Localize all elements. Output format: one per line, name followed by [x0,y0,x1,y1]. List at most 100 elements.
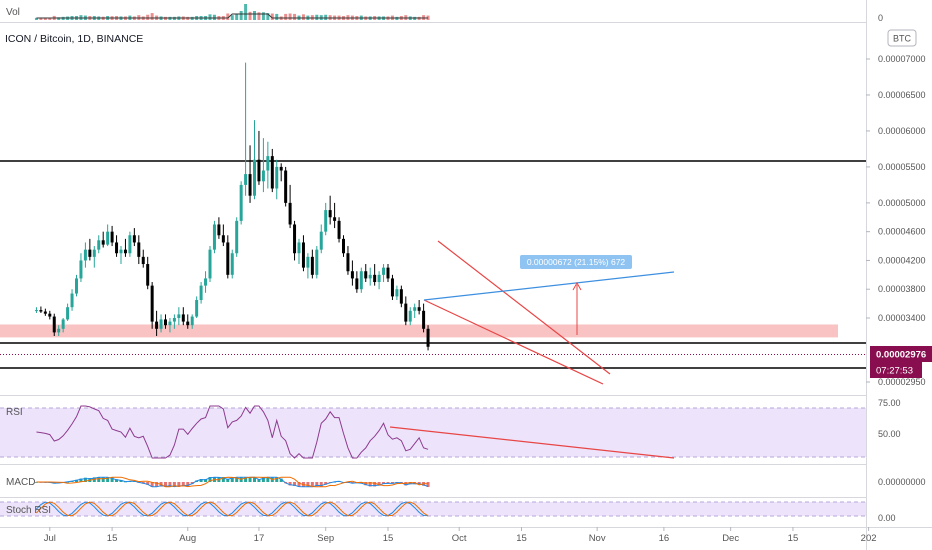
volume-bar [239,11,243,20]
measure-label-box[interactable] [520,255,632,269]
blue-trendline[interactable] [423,271,675,301]
candle-body [92,249,96,257]
candle-body [342,238,345,254]
rsi-tick-75: 75.00 [878,398,901,408]
candle-body [88,249,92,257]
currency-button[interactable] [887,29,917,47]
macd-hist-bar [426,482,430,487]
macd-hist-bar [368,482,372,487]
candle-body [217,224,221,236]
candle-body [52,316,56,333]
macd-hist-bar [204,479,208,482]
support-zone[interactable] [0,324,838,338]
candle-body [137,242,141,257]
stoch-tick: 0.00 [878,513,896,523]
macd-label: MACD [6,477,35,488]
candle-body [266,156,270,171]
volume-bar [261,12,265,20]
candle-body [230,253,234,275]
candle-body [253,159,256,196]
candle-body [377,274,381,283]
candle-body [57,328,61,333]
time-tick-label: Sep [317,533,334,544]
channel-upper-line[interactable] [437,240,611,375]
rsi-tick-50: 50.00 [878,429,901,439]
candle-body [199,285,203,301]
macd-hist-bar [101,477,105,482]
candle-body [221,235,225,243]
candle-body [150,285,154,322]
candle-body [346,253,350,272]
measure-label: 0.00000672 (21.15%) 672 [527,257,626,267]
candle-body [395,289,399,297]
price-axis[interactable]: 0.00007000 0.00006500 0.00006000 0.00005500… [866,54,926,387]
macd-hist-bar [293,482,297,486]
candle-body [408,310,412,322]
rsi-band [0,408,866,457]
candle-body [244,174,248,185]
symbol-title: ICON / Bitcoin, 1D, BINANCE [5,33,143,45]
price-tick-label: 0.00006000 [878,126,926,136]
candle-body [333,217,337,221]
price-tick-label: 0.00007000 [878,54,926,64]
candle-body [359,271,363,290]
candle-body [75,278,78,294]
volume-bar [235,13,239,20]
volume-bar [150,13,154,20]
macd-hist-bar [275,477,279,482]
time-tick-label: 15 [516,533,527,544]
channel-lower-line[interactable] [423,299,604,385]
volume-label: Vol [6,7,20,18]
macd-hist-bar [382,482,386,484]
candle-body [382,267,386,275]
rsi-divergence-line[interactable] [389,426,675,459]
macd-hist-bar [279,478,283,482]
candle-body [328,210,332,218]
volume-bars [34,4,430,20]
candle-body [181,314,185,322]
candle-body [261,170,265,182]
volume-bar [253,11,256,20]
candle-body [66,307,70,320]
price-tick-label: 0.00002950 [878,377,926,387]
macd-hist-bar [324,482,328,485]
candle-body [195,300,199,317]
macd-hist-bar [172,482,176,487]
time-axis[interactable]: Jul 15 Aug 17 Sep 15 Oct 15 Nov 16 Dec 15 202 [44,527,877,544]
volume-bar [244,4,248,20]
candle-body [364,271,368,279]
macd-hist-bar [226,478,230,482]
candle-body [115,242,119,254]
price-tick-label: 0.00004200 [878,255,926,265]
candle-body [128,235,132,254]
candle-body [70,293,74,308]
macd-hist-bar [83,477,87,482]
macd-hist-bar [244,477,248,482]
macd-hist-bar [261,477,265,482]
candle-body [172,318,176,322]
price-tick-label: 0.00005500 [878,162,926,172]
candle-body [39,310,43,312]
macd-hist-bar [146,482,150,485]
macd-hist-bar [373,482,377,487]
macd-hist-bar [97,477,101,482]
candle-body [146,264,150,286]
candle-body [390,278,394,297]
candle-body [417,307,421,311]
price-tick-label: 0.00004600 [878,227,926,237]
volume-bar [248,11,252,20]
macd-hist-bar [288,482,292,486]
candle-body [426,328,430,347]
last-price-badge [870,346,932,362]
candle-body [43,311,47,314]
candle-body [204,278,208,286]
time-tick-label: 16 [659,533,670,544]
candle-body [270,156,274,189]
macd-hist-bar [230,477,234,482]
time-tick-label: 15 [383,533,394,544]
macd-hist-bar [390,482,394,484]
candle-body [386,267,390,279]
macd-hist-bar [386,482,390,484]
